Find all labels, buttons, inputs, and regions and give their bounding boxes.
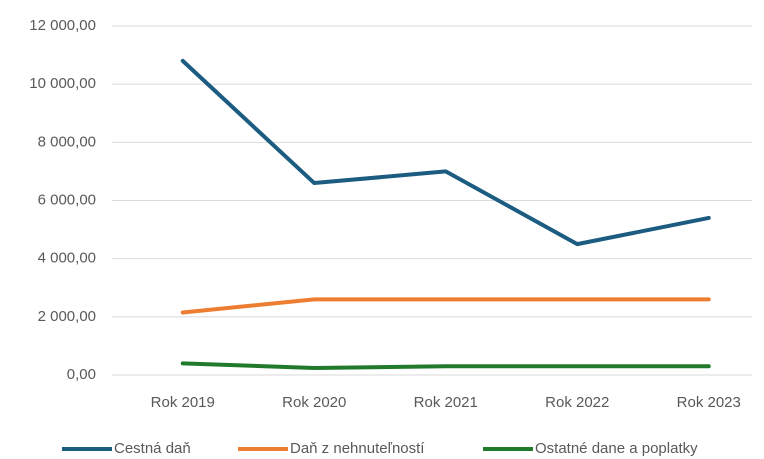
- series-line: [180, 361, 711, 371]
- x-tick-label: Rok 2022: [545, 394, 609, 411]
- x-tick-label: Rok 2021: [414, 394, 478, 411]
- x-tick-label: Rok 2020: [282, 394, 346, 411]
- y-tick-label: 10 000,00: [29, 75, 96, 92]
- y-tick-label: 0,00: [67, 366, 96, 383]
- series-line: [180, 58, 711, 247]
- y-tick-label: 8 000,00: [38, 133, 96, 150]
- legend-label: Daň z nehnuteľností: [290, 440, 425, 457]
- y-tick-label: 12 000,00: [29, 17, 96, 34]
- y-tick-label: 2 000,00: [38, 308, 96, 325]
- legend-label: Cestná daň: [114, 440, 191, 457]
- series-line: [180, 297, 711, 315]
- x-tick-label: Rok 2019: [151, 394, 215, 411]
- x-tick-label: Rok 2023: [677, 394, 741, 411]
- y-tick-label: 6 000,00: [38, 191, 96, 208]
- legend-label: Ostatné dane a poplatky: [535, 440, 698, 457]
- y-tick-label: 4 000,00: [38, 250, 96, 267]
